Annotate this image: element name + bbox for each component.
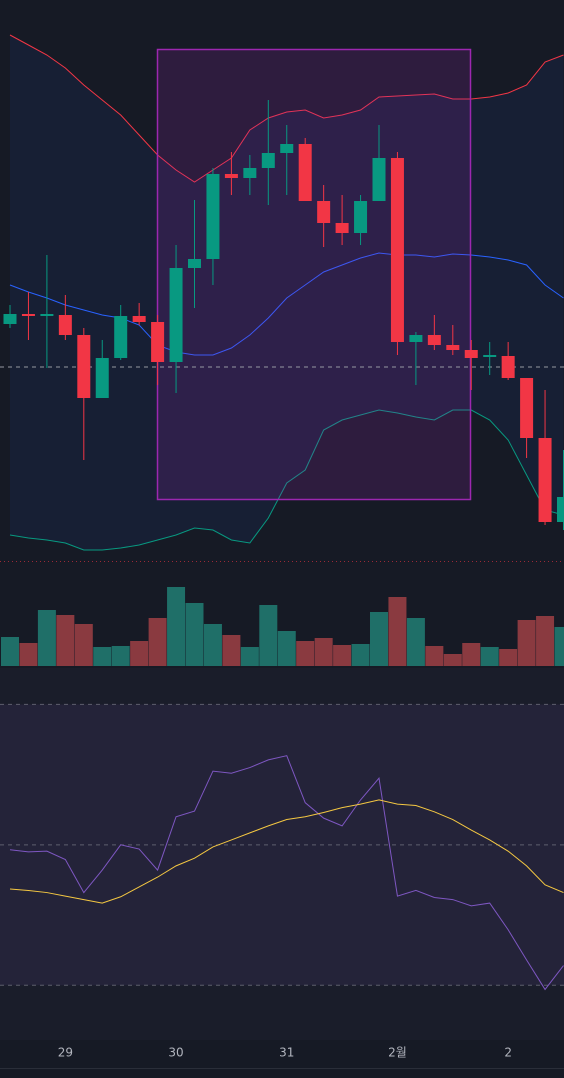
volume-bar bbox=[536, 616, 555, 666]
x-tick-label: 30 bbox=[168, 1046, 183, 1060]
volume-bar bbox=[517, 620, 536, 666]
volume-bar bbox=[462, 643, 481, 666]
candle-body bbox=[114, 316, 128, 358]
volume-bar bbox=[74, 624, 93, 666]
candle-body bbox=[40, 314, 54, 316]
indicator-line bbox=[9, 799, 564, 904]
volume-bar bbox=[167, 587, 186, 666]
candle-body bbox=[446, 345, 460, 350]
candle-body bbox=[280, 144, 294, 153]
price-pane-overlay bbox=[0, 100, 564, 530]
candle-body bbox=[261, 153, 275, 168]
volume-bar bbox=[56, 615, 75, 666]
candle-body bbox=[58, 315, 72, 335]
volume-bar bbox=[480, 647, 499, 666]
candle-body bbox=[95, 358, 109, 398]
candle-body bbox=[390, 158, 404, 342]
x-tick-label: 2 bbox=[504, 1046, 512, 1060]
candle-body bbox=[317, 201, 331, 223]
volume-bar bbox=[240, 647, 259, 666]
candle-body bbox=[483, 355, 497, 357]
volume-bar bbox=[333, 645, 352, 666]
candle-body bbox=[409, 335, 423, 342]
volume-bar bbox=[370, 612, 388, 666]
volume-bar bbox=[443, 654, 462, 666]
volume-bar bbox=[1, 637, 19, 666]
volume-bar bbox=[111, 646, 130, 666]
drawn-rectangle bbox=[156, 48, 472, 501]
volume-bar bbox=[148, 618, 167, 666]
volume-bar bbox=[554, 627, 564, 666]
candle-body bbox=[354, 201, 368, 233]
volume-bar bbox=[406, 618, 425, 666]
candle-body bbox=[243, 168, 257, 178]
volume-bar bbox=[93, 647, 112, 666]
volume-bar bbox=[388, 597, 407, 666]
indicator-line bbox=[9, 755, 564, 991]
band-fill bbox=[10, 35, 564, 550]
candle-body bbox=[427, 335, 441, 345]
candle-body bbox=[3, 314, 17, 324]
volume-bar bbox=[425, 646, 444, 666]
candle-body bbox=[335, 223, 349, 233]
candle-body bbox=[169, 268, 183, 362]
candle-body bbox=[77, 335, 91, 398]
volume-bar bbox=[499, 649, 518, 666]
candle-body bbox=[21, 314, 35, 316]
rsi-pane bbox=[0, 668, 564, 1040]
volume-bar bbox=[314, 638, 333, 666]
candle-body bbox=[224, 174, 238, 178]
candle-body bbox=[501, 356, 515, 378]
volume-bar bbox=[296, 641, 315, 666]
candle-body bbox=[538, 438, 552, 522]
candle-body bbox=[132, 316, 146, 322]
x-tick-label: 29 bbox=[58, 1046, 73, 1060]
x-tick-label: 2월 bbox=[388, 1046, 407, 1060]
candle-body bbox=[151, 322, 165, 362]
volume-bar bbox=[222, 635, 241, 666]
candle-body bbox=[557, 497, 564, 522]
volume-bar bbox=[37, 610, 56, 666]
volume-bar bbox=[259, 605, 278, 666]
candle-body bbox=[372, 158, 386, 201]
volume-bar bbox=[19, 643, 38, 666]
volume-bar bbox=[351, 644, 370, 666]
candle-body bbox=[206, 174, 220, 259]
volume-bar bbox=[277, 631, 296, 666]
volume-bar bbox=[203, 624, 222, 666]
volume-bar bbox=[185, 603, 204, 666]
volume-bar bbox=[130, 641, 149, 666]
x-tick-label: 31 bbox=[279, 1046, 294, 1060]
candle-body bbox=[188, 259, 201, 268]
candle-body bbox=[298, 144, 312, 201]
candle-body bbox=[464, 350, 478, 358]
candle-body bbox=[520, 378, 534, 438]
